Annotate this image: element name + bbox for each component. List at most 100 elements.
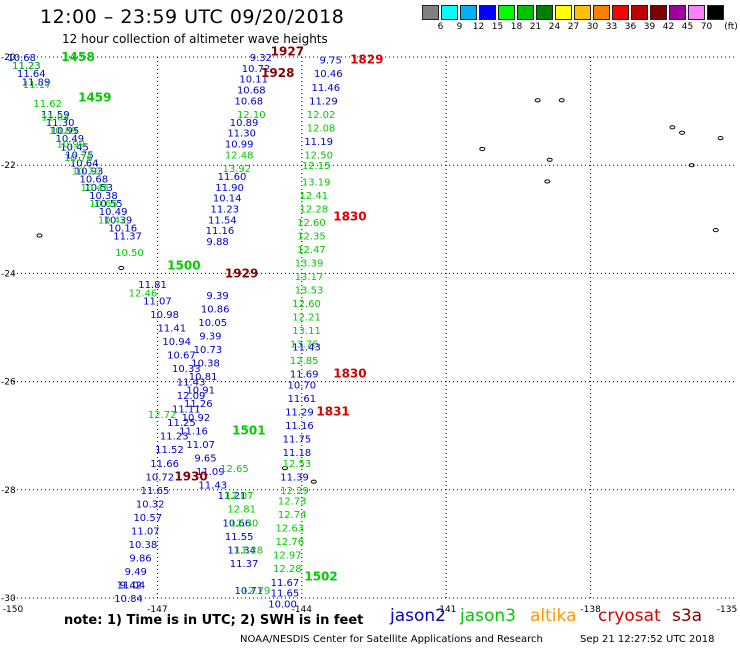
swh-reading: 11.65	[271, 589, 300, 600]
scale-swatch	[631, 5, 648, 20]
swh-reading: 11.29	[309, 96, 338, 107]
scale-swatch	[422, 5, 439, 20]
swh-reading: 11.37	[230, 559, 259, 570]
swh-reading: 11.23	[12, 61, 41, 72]
swh-reading: 11.75	[283, 434, 312, 445]
swh-reading: 9.42	[120, 580, 142, 591]
lon-tick-label: -144	[292, 605, 313, 615]
swh-reading: 11.39	[280, 472, 309, 483]
swh-reading: 12.28	[300, 204, 329, 215]
swh-reading: 11.04	[41, 113, 70, 124]
swh-reading: 12.29	[280, 486, 309, 497]
swh-reading: 10.14	[213, 194, 242, 205]
swh-reading: 13.11	[292, 326, 321, 337]
swh-reading: 9.88	[206, 237, 228, 248]
pass-time-label: 1830	[333, 210, 366, 224]
generated-timestamp: Sep 21 12:27:52 UTC 2018	[580, 634, 715, 645]
swh-reading: 11.21	[218, 491, 247, 502]
swh-reading: 11.18	[283, 448, 312, 459]
swh-reading: 12.53	[283, 459, 312, 470]
swh-reading: 11.04	[117, 580, 146, 591]
swh-reading: 10.68	[237, 85, 266, 96]
swh-reading: 12.81	[227, 505, 256, 516]
lat-tick-label: -28	[1, 486, 16, 496]
swh-reading: 12.10	[237, 110, 266, 121]
swh-reading: 13.76	[290, 340, 319, 351]
swh-reading: 10.68	[80, 175, 109, 186]
pass-time-label: 1928	[261, 66, 294, 80]
scale-label: 27	[567, 22, 580, 32]
lon-tick-label: -141	[436, 605, 456, 615]
swh-reading: 10.75	[65, 150, 94, 161]
lat-tick-label: -30	[1, 594, 16, 604]
swh-reading: 12.08	[307, 123, 336, 134]
swh-reading: 11.60	[218, 172, 247, 183]
swh-reading: 10.71	[235, 586, 264, 597]
scale-swatch	[536, 5, 553, 20]
swh-reading: 13.17	[295, 272, 324, 283]
pass-time-label: 1831	[316, 404, 349, 418]
scale-label: 36	[624, 22, 637, 32]
swh-reading: 11.66	[150, 459, 179, 470]
swh-reading: 11.07	[186, 440, 215, 451]
swh-reading: 11.54	[208, 215, 237, 226]
swh-reading: 11.23	[210, 204, 239, 215]
swh-reading: 12.60	[297, 218, 326, 229]
swh-reading: 12.79	[242, 586, 271, 597]
island-outline	[544, 179, 551, 184]
scale-swatch	[479, 5, 496, 20]
swh-reading: 12.30	[230, 518, 259, 529]
swh-reading: 12.35	[297, 232, 326, 243]
scale-label: 21	[529, 22, 542, 32]
island-outline	[712, 228, 719, 233]
swh-reading: 10.39	[104, 215, 133, 226]
swh-reading: 11.17	[23, 80, 52, 91]
island-outline	[558, 98, 565, 103]
swh-reading: 9.49	[125, 567, 147, 578]
swh-reading: 12.07	[225, 491, 254, 502]
swh-reading: 11.07	[143, 296, 172, 307]
island-outline	[669, 125, 676, 130]
swh-reading: 12.48	[225, 150, 254, 161]
swh-reading: 10.42	[98, 215, 127, 226]
axis-ticks: -150 -147 -144 -141 -138 -135 -20 -22 -24 -26 -28 -…	[1, 53, 737, 615]
swh-reading: 9.75	[320, 56, 342, 67]
scale-label: 9	[456, 22, 463, 32]
swh-reading: 11.61	[287, 394, 316, 405]
legend-s3a: s3a	[672, 606, 703, 626]
island-outlines	[36, 98, 724, 484]
swh-reading: 10.66	[222, 518, 251, 529]
swh-reading: 10.92	[182, 413, 211, 424]
island-outline	[688, 163, 695, 168]
island-outline	[546, 157, 553, 162]
swh-reading: 10.05	[198, 318, 227, 329]
swh-reading: 11.62	[33, 99, 62, 110]
swh-reading: 10.53	[84, 183, 113, 194]
scale-label: 6	[437, 22, 444, 32]
swh-reading: 10.70	[72, 167, 101, 178]
scale-label: 30	[586, 22, 599, 32]
swh-reading: 12.28	[273, 564, 302, 575]
scale-unit: (ft)	[724, 22, 738, 32]
swh-reading: 10.49	[99, 207, 128, 218]
island-outline	[479, 146, 486, 152]
scale-swatch	[574, 5, 591, 20]
legend-jason2: jason2	[390, 606, 446, 626]
swh-reading: 10.55	[94, 199, 123, 210]
swh-reading: 9.32	[250, 53, 272, 64]
swh-reading: 10.81	[189, 372, 218, 383]
swh-reading: 12.15	[302, 161, 331, 172]
scale-swatch	[460, 5, 477, 20]
scale-label: 24	[548, 22, 561, 32]
swh-reading: 11.26	[184, 399, 213, 410]
swh-reading: 12.47	[297, 245, 326, 256]
scale-swatch	[707, 5, 724, 20]
swh-reading: 11.23	[160, 432, 189, 443]
swh-reading: 11.07	[131, 526, 160, 537]
scale-swatch	[441, 5, 458, 20]
lat-lon-grid	[13, 56, 735, 599]
swh-reading: 12.21	[292, 313, 321, 324]
scale-swatch	[593, 5, 610, 20]
swh-reading: 11.25	[167, 418, 196, 429]
